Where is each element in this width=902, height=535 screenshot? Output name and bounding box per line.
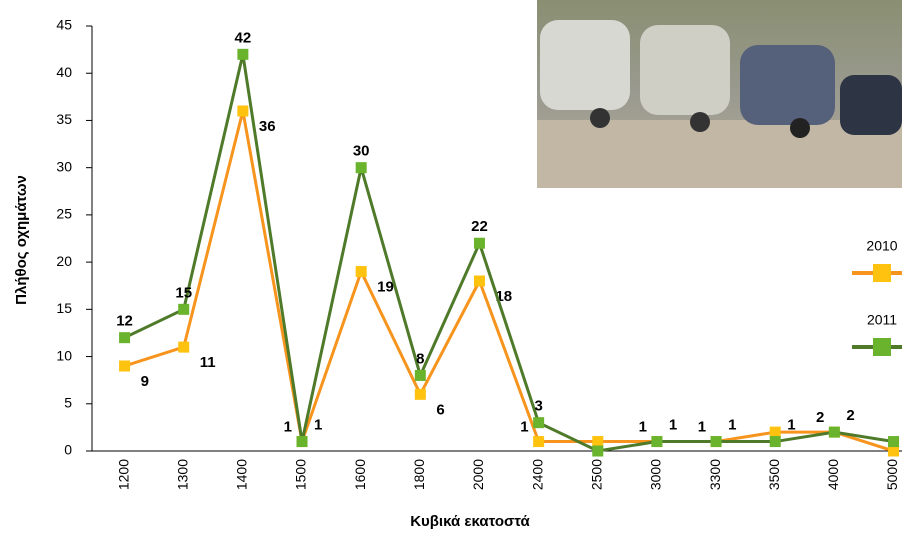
y-tick-label: 35 xyxy=(56,111,72,127)
point xyxy=(592,445,604,457)
point xyxy=(237,48,249,60)
x-tick-label: 1300 xyxy=(174,459,190,490)
x-axis-title: Κυβικά εκατοστά xyxy=(410,513,530,530)
data-label: 36 xyxy=(259,118,276,135)
point xyxy=(533,417,545,429)
x-tick-label: 2000 xyxy=(470,459,486,490)
x-tick-label: 2400 xyxy=(529,459,545,490)
data-label: 1 xyxy=(787,417,795,434)
point xyxy=(178,341,190,353)
x-tick-label: 2500 xyxy=(588,459,604,490)
x-tick-label: 4000 xyxy=(825,459,841,490)
y-tick-label: 30 xyxy=(56,158,72,174)
data-label: 19 xyxy=(377,279,394,296)
point xyxy=(769,426,781,438)
y-tick-label: 5 xyxy=(64,394,72,410)
point xyxy=(769,436,781,448)
x-tick-label: 1800 xyxy=(411,459,427,490)
point xyxy=(710,436,722,448)
data-label: 9 xyxy=(141,373,149,390)
point xyxy=(414,388,426,400)
point xyxy=(828,426,840,438)
data-label: 6 xyxy=(436,401,444,418)
point xyxy=(119,332,131,344)
y-tick-label: 20 xyxy=(56,253,72,269)
photo xyxy=(533,0,902,192)
data-label: 1 xyxy=(314,417,322,434)
data-label: 3 xyxy=(534,398,542,415)
point xyxy=(237,105,249,117)
point xyxy=(355,266,367,278)
data-label: 8 xyxy=(416,350,424,367)
data-label: 1 xyxy=(284,419,292,436)
x-tick-label: 1400 xyxy=(234,459,250,490)
point xyxy=(355,162,367,174)
point xyxy=(473,237,485,249)
y-tick-label: 45 xyxy=(56,17,72,33)
y-tick-label: 10 xyxy=(56,347,72,363)
point xyxy=(119,360,131,372)
data-label: 11 xyxy=(200,354,216,371)
x-tick-label: 3300 xyxy=(707,459,723,490)
data-label: 2 xyxy=(816,409,824,426)
point xyxy=(414,369,426,381)
x-tick-label: 5000 xyxy=(884,459,900,490)
legend-marker xyxy=(873,264,891,282)
y-axis-title: Πλήθος οχημάτων xyxy=(13,175,30,305)
point xyxy=(178,303,190,315)
x-tick-label: 1500 xyxy=(293,459,309,490)
y-tick-label: 25 xyxy=(56,206,72,222)
series-line xyxy=(124,110,894,453)
point xyxy=(888,436,900,448)
legend-label: 2011 xyxy=(867,312,897,328)
legend-label: 2010 xyxy=(866,238,897,254)
y-tick-label: 0 xyxy=(64,442,72,458)
y-tick-label: 40 xyxy=(56,64,72,80)
x-tick-label: 3500 xyxy=(766,459,782,490)
y-tick-label: 15 xyxy=(56,300,72,316)
data-label: 2 xyxy=(846,407,854,424)
data-label: 12 xyxy=(116,313,133,330)
data-label: 1 xyxy=(639,419,647,436)
data-label: 15 xyxy=(175,284,192,301)
x-tick-label: 1200 xyxy=(115,459,131,490)
data-label: 1 xyxy=(520,419,528,436)
point xyxy=(473,275,485,287)
point xyxy=(592,436,604,448)
data-label: 30 xyxy=(353,143,370,160)
point xyxy=(888,445,900,457)
legend-marker xyxy=(873,338,891,356)
data-label: 22 xyxy=(471,218,488,235)
x-tick-label: 3000 xyxy=(648,459,664,490)
data-label: 42 xyxy=(235,29,252,46)
data-label: 1 xyxy=(698,419,706,436)
series-line xyxy=(123,53,894,453)
data-label: 1 xyxy=(669,417,677,434)
x-tick-label: 1600 xyxy=(352,459,368,490)
data-label: 1 xyxy=(728,417,736,434)
point xyxy=(296,436,308,448)
point xyxy=(533,436,545,448)
point xyxy=(651,436,663,448)
